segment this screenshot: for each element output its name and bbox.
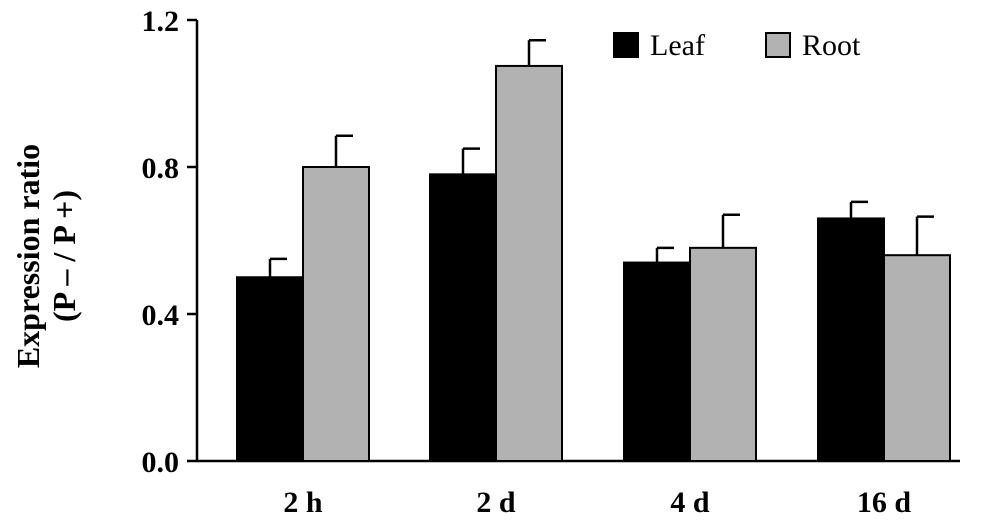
y-axis-title-line: Expression ratio [10,144,46,368]
bar-leaf-2h [236,276,304,462]
x-tick-label: 2 h [283,486,323,519]
bar-leaf-4d [623,261,691,462]
y-axis-title: Expression ratio (P – / P +) [10,144,82,368]
bars [236,38,951,462]
bar-root-16d [883,254,951,462]
legend-label-leaf: Leaf [650,29,705,62]
y-tick-label: 0.8 [142,152,180,185]
x-tick-label: 2 d [476,486,516,519]
bar-leaf-2d [429,173,497,462]
legend: Leaf Root [613,29,861,62]
x-tick-label: 4 d [670,486,710,519]
x-axis-tick-labels: 2 h 2 d 4 d 16 d [283,486,911,519]
bar-root-2h [302,166,370,462]
legend-label-root: Root [802,29,861,62]
bar-root-2d [495,64,563,462]
x-tick-label: 16 d [857,486,912,519]
bar-root-4d [689,246,757,462]
y-tick-label: 0.4 [142,299,180,332]
legend-swatch-leaf [613,32,639,58]
y-tick-label: 1.2 [142,5,180,38]
y-tick-label: 0.0 [142,446,180,479]
legend-swatch-root [765,32,791,58]
bar-leaf-16d [817,217,885,462]
y-axis-title-line: (P – / P +) [46,190,82,322]
